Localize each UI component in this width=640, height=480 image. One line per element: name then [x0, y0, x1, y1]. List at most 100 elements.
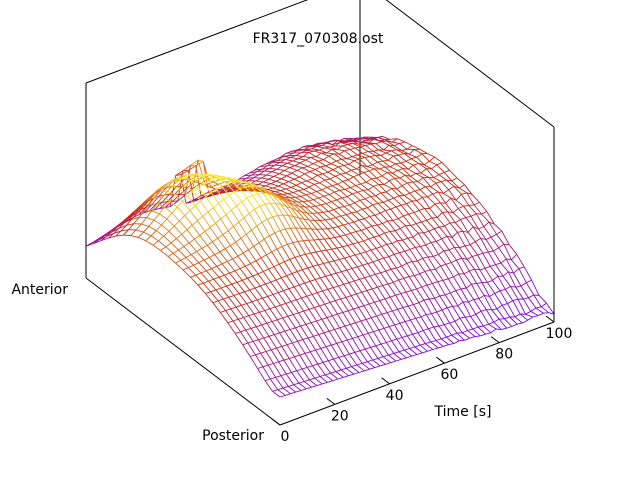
surface-segment — [238, 177, 247, 180]
surface-segment — [284, 258, 290, 263]
surface-segment — [246, 194, 253, 199]
surface-segment — [293, 312, 299, 316]
surface-segment — [246, 197, 255, 210]
surface-segment — [394, 324, 403, 338]
surface-segment — [431, 313, 440, 327]
surface-segment — [273, 175, 282, 180]
surface-segment — [237, 252, 244, 257]
surface-segment — [314, 305, 320, 309]
surface-segment — [361, 361, 368, 364]
surface-segment — [397, 239, 403, 242]
surface-segment — [262, 297, 271, 310]
surface-segment — [192, 187, 199, 192]
surface-segment — [248, 313, 255, 317]
surface-segment — [297, 240, 304, 242]
surface-segment — [461, 192, 467, 195]
surface-segment — [230, 210, 240, 223]
surface-segment — [417, 181, 426, 188]
surface-segment — [272, 389, 278, 392]
surface-segment — [388, 199, 397, 208]
surface-segment — [260, 174, 267, 179]
surface-segment — [108, 233, 114, 239]
surface-segment — [444, 169, 450, 173]
surface-segment — [483, 323, 489, 327]
surface-segment — [289, 197, 298, 203]
surface-segment — [533, 294, 542, 308]
surface-segment — [399, 143, 408, 150]
surface-segment — [257, 181, 264, 185]
surface-segment — [295, 299, 305, 312]
surface-segment — [364, 198, 373, 206]
surface-segment — [384, 296, 391, 300]
surface-segment — [422, 330, 431, 343]
surface-segment — [242, 342, 249, 346]
surface-segment — [376, 177, 385, 185]
surface-segment — [362, 150, 369, 154]
surface-segment — [316, 292, 326, 305]
surface-segment — [377, 286, 386, 300]
surface-segment — [158, 235, 164, 242]
surface-segment — [152, 240, 159, 246]
surface-segment — [205, 293, 214, 303]
surface-segment — [226, 283, 232, 287]
surface-segment — [338, 355, 345, 358]
surface-segment — [456, 257, 462, 261]
surface-segment — [421, 286, 430, 300]
surface-segment — [326, 249, 335, 262]
surface-segment — [334, 329, 343, 342]
surface-segment — [375, 248, 385, 259]
surface-segment — [249, 287, 256, 291]
surface-segment — [227, 226, 234, 232]
surface-segment — [325, 276, 334, 288]
surface-segment — [330, 218, 339, 228]
surface-segment — [206, 244, 215, 255]
surface-segment — [382, 201, 392, 210]
surface-segment — [296, 271, 305, 284]
surface-segment — [258, 183, 266, 187]
surface-segment — [445, 203, 454, 213]
surface-segment — [259, 285, 269, 297]
surface-segment — [371, 225, 380, 236]
surface-segment — [255, 352, 261, 356]
surface-segment — [340, 172, 346, 175]
surface-segment — [419, 207, 425, 211]
surface-segment — [523, 297, 529, 300]
surface-segment — [351, 268, 360, 280]
surface-segment — [391, 243, 400, 254]
surface-segment — [256, 324, 262, 328]
surface-segment — [413, 163, 419, 166]
surface-segment — [314, 376, 321, 379]
surface-segment — [406, 355, 412, 359]
surface-segment — [337, 313, 346, 327]
surface-segment — [431, 311, 437, 315]
surface-segment — [495, 264, 504, 277]
surface-segment — [436, 217, 446, 227]
surface-segment — [304, 280, 311, 284]
surface-segment — [467, 232, 476, 242]
surface-segment — [334, 300, 344, 313]
surface-segment — [298, 148, 307, 151]
surface-segment — [342, 312, 351, 325]
surface-segment — [271, 171, 280, 175]
surface-segment — [148, 203, 158, 212]
surface-segment — [321, 317, 328, 320]
surface-segment — [150, 230, 157, 237]
surface-segment — [265, 351, 274, 364]
surface-segment — [430, 242, 439, 255]
surface-segment — [337, 376, 344, 380]
surface-segment — [293, 149, 300, 154]
surface-segment — [468, 270, 478, 284]
surface-segment — [322, 288, 329, 292]
surface-segment — [275, 279, 284, 291]
surface-segment — [286, 273, 293, 277]
surface-segment — [385, 342, 395, 354]
surface-segment — [220, 214, 227, 220]
surface-segment — [383, 184, 392, 189]
surface-segment — [362, 189, 369, 191]
surface-segment — [356, 208, 363, 213]
surface-segment — [150, 235, 159, 242]
surface-segment — [129, 212, 138, 218]
surface-segment — [367, 207, 376, 216]
surface-segment — [317, 290, 323, 294]
